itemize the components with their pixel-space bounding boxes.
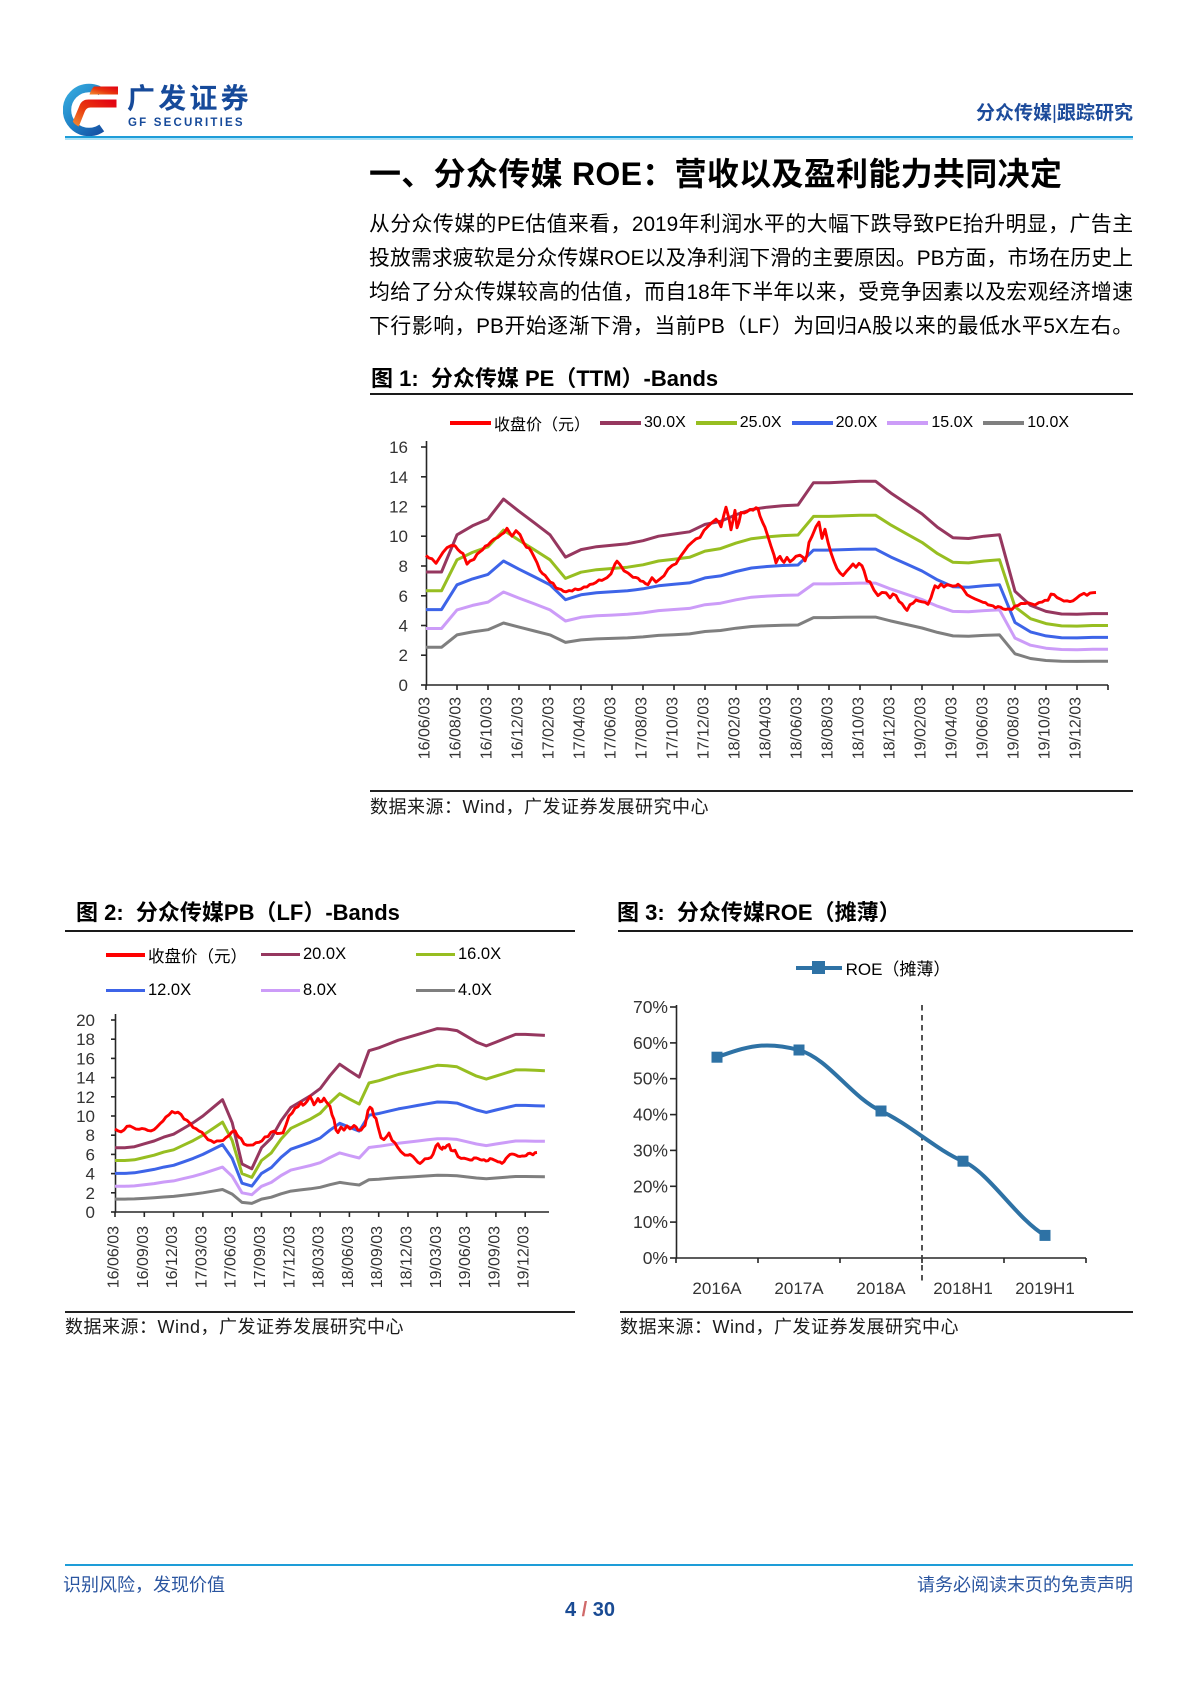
svg-text:8: 8 (399, 557, 408, 576)
svg-text:18/12/03: 18/12/03 (882, 697, 899, 759)
svg-text:17/03/03: 17/03/03 (193, 1226, 210, 1288)
svg-text:17/12/03: 17/12/03 (281, 1226, 298, 1288)
svg-text:17/04/03: 17/04/03 (572, 697, 589, 759)
svg-text:17/02/03: 17/02/03 (541, 697, 558, 759)
svg-text:18/02/03: 18/02/03 (727, 697, 744, 759)
svg-text:20: 20 (76, 1011, 95, 1030)
svg-text:10: 10 (76, 1107, 95, 1126)
svg-text:12: 12 (76, 1088, 95, 1107)
svg-text:16/12/03: 16/12/03 (510, 697, 527, 759)
svg-text:17/10/03: 17/10/03 (665, 697, 682, 759)
svg-text:19/04/03: 19/04/03 (944, 697, 961, 759)
svg-text:10: 10 (389, 527, 408, 546)
svg-text:70%: 70% (633, 997, 668, 1017)
svg-text:19/03/03: 19/03/03 (428, 1226, 445, 1288)
svg-text:16/08/03: 16/08/03 (448, 697, 465, 759)
svg-text:17/09/03: 17/09/03 (252, 1226, 269, 1288)
svg-text:19/10/03: 19/10/03 (1037, 697, 1054, 759)
svg-text:14: 14 (76, 1069, 95, 1088)
svg-text:19/12/03: 19/12/03 (516, 1226, 533, 1288)
svg-text:17/06/03: 17/06/03 (223, 1226, 240, 1288)
svg-text:16/06/03: 16/06/03 (106, 1226, 123, 1288)
svg-text:12: 12 (389, 498, 408, 517)
svg-text:16: 16 (76, 1049, 95, 1068)
svg-text:20%: 20% (633, 1176, 668, 1196)
svg-text:16/09/03: 16/09/03 (135, 1226, 152, 1288)
svg-text:6: 6 (86, 1145, 95, 1164)
svg-text:17/06/03: 17/06/03 (603, 697, 620, 759)
svg-text:2: 2 (399, 646, 408, 665)
svg-text:6: 6 (399, 587, 408, 606)
svg-text:17/08/03: 17/08/03 (634, 697, 651, 759)
svg-text:19/02/03: 19/02/03 (913, 697, 930, 759)
svg-text:19/09/03: 19/09/03 (486, 1226, 503, 1288)
svg-text:2: 2 (86, 1184, 95, 1203)
svg-text:18/12/03: 18/12/03 (399, 1226, 416, 1288)
svg-text:18/06/03: 18/06/03 (340, 1226, 357, 1288)
svg-text:2018A: 2018A (856, 1279, 906, 1298)
svg-text:16/06/03: 16/06/03 (417, 697, 434, 759)
svg-text:14: 14 (389, 468, 408, 487)
svg-text:40%: 40% (633, 1105, 668, 1125)
svg-text:0%: 0% (643, 1248, 668, 1268)
svg-text:16/10/03: 16/10/03 (479, 697, 496, 759)
svg-text:18/10/03: 18/10/03 (851, 697, 868, 759)
svg-text:60%: 60% (633, 1033, 668, 1053)
svg-text:19/08/03: 19/08/03 (1006, 697, 1023, 759)
svg-text:30%: 30% (633, 1140, 668, 1160)
svg-text:2016A: 2016A (692, 1279, 742, 1298)
svg-text:16: 16 (389, 438, 408, 457)
svg-text:18/04/03: 18/04/03 (758, 697, 775, 759)
svg-text:2018H1: 2018H1 (933, 1279, 993, 1298)
svg-text:50%: 50% (633, 1069, 668, 1089)
svg-text:17/12/03: 17/12/03 (696, 697, 713, 759)
svg-text:19/06/03: 19/06/03 (457, 1226, 474, 1288)
svg-text:19/06/03: 19/06/03 (975, 697, 992, 759)
svg-text:10%: 10% (633, 1212, 668, 1232)
svg-text:18: 18 (76, 1030, 95, 1049)
svg-text:2019H1: 2019H1 (1015, 1279, 1075, 1298)
svg-text:2017A: 2017A (774, 1279, 824, 1298)
svg-text:16/12/03: 16/12/03 (164, 1226, 181, 1288)
svg-text:0: 0 (86, 1203, 95, 1222)
svg-text:0: 0 (399, 676, 408, 695)
svg-text:4: 4 (399, 617, 408, 636)
svg-text:18/03/03: 18/03/03 (311, 1226, 328, 1288)
svg-text:19/12/03: 19/12/03 (1068, 697, 1085, 759)
svg-text:8: 8 (86, 1126, 95, 1145)
svg-text:18/08/03: 18/08/03 (820, 697, 837, 759)
svg-text:18/09/03: 18/09/03 (369, 1226, 386, 1288)
svg-text:4: 4 (86, 1165, 95, 1184)
svg-text:18/06/03: 18/06/03 (789, 697, 806, 759)
